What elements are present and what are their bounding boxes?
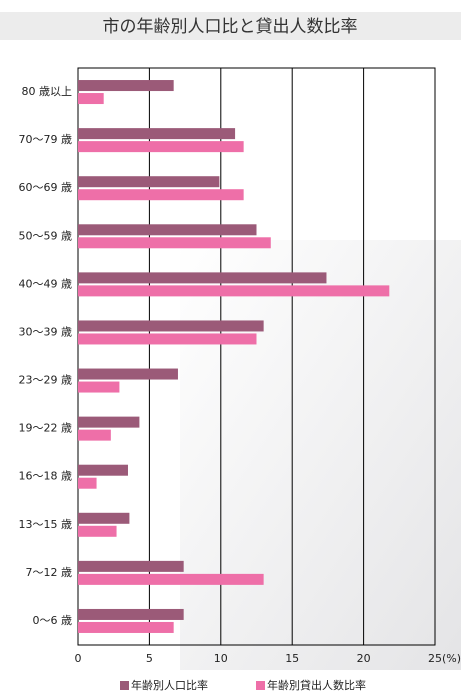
bar <box>78 513 129 524</box>
bar <box>78 141 244 152</box>
x-tick-label: 5 <box>146 652 153 665</box>
legend-label: 年齢別貸出人数比率 <box>267 678 366 692</box>
bar <box>78 430 111 441</box>
bar <box>78 561 184 572</box>
bar <box>78 237 271 248</box>
bar <box>78 189 244 200</box>
y-tick-label: 50～59 歳 <box>19 229 73 242</box>
bar <box>78 320 264 331</box>
y-tick-label: 70～79 歳 <box>19 133 73 146</box>
bar <box>78 622 174 633</box>
y-tick-label: 30～39 歳 <box>19 325 73 338</box>
bar <box>78 369 178 380</box>
y-tick-label: 40～49 歳 <box>19 277 73 290</box>
bar <box>78 417 139 428</box>
y-tick-label: 13～15 歳 <box>19 518 73 531</box>
chart-title: 市の年齢別人口比と貸出人数比率 <box>103 17 358 37</box>
bar <box>78 224 257 235</box>
y-tick-label: 60～69 歳 <box>19 181 73 194</box>
bar <box>78 128 235 139</box>
y-tick-label: 7～12 歳 <box>26 566 73 579</box>
bar <box>78 382 119 393</box>
bar <box>78 333 257 344</box>
bar <box>78 574 264 585</box>
chart: 市の年齢別人口比と貸出人数比率 0 5 10 15 20 25(%) 80 歳以上 70～79… <box>0 0 461 695</box>
legend-label: 年齢別人口比率 <box>131 678 208 692</box>
bar <box>78 285 389 296</box>
x-tick-label: 10 <box>214 652 228 665</box>
y-tick-label: 0～6 歳 <box>33 614 73 627</box>
background <box>180 240 461 670</box>
y-tick-label: 16～18 歳 <box>19 470 73 483</box>
bar <box>78 176 219 187</box>
bar <box>78 526 117 537</box>
bar <box>78 272 326 283</box>
bar <box>78 609 184 620</box>
x-tick-label: 25(%) <box>428 652 461 665</box>
x-tick-label: 0 <box>75 652 82 665</box>
y-tick-label: 19～22 歳 <box>19 422 73 435</box>
legend-swatch <box>120 681 129 690</box>
bar <box>78 465 128 476</box>
bar <box>78 80 174 91</box>
y-tick-label: 23～29 歳 <box>19 374 73 387</box>
legend-swatch <box>256 681 265 690</box>
bar <box>78 478 97 489</box>
x-tick-label: 15 <box>285 652 299 665</box>
bar <box>78 93 104 104</box>
y-tick-label: 80 歳以上 <box>22 85 73 98</box>
x-tick-label: 20 <box>357 652 371 665</box>
